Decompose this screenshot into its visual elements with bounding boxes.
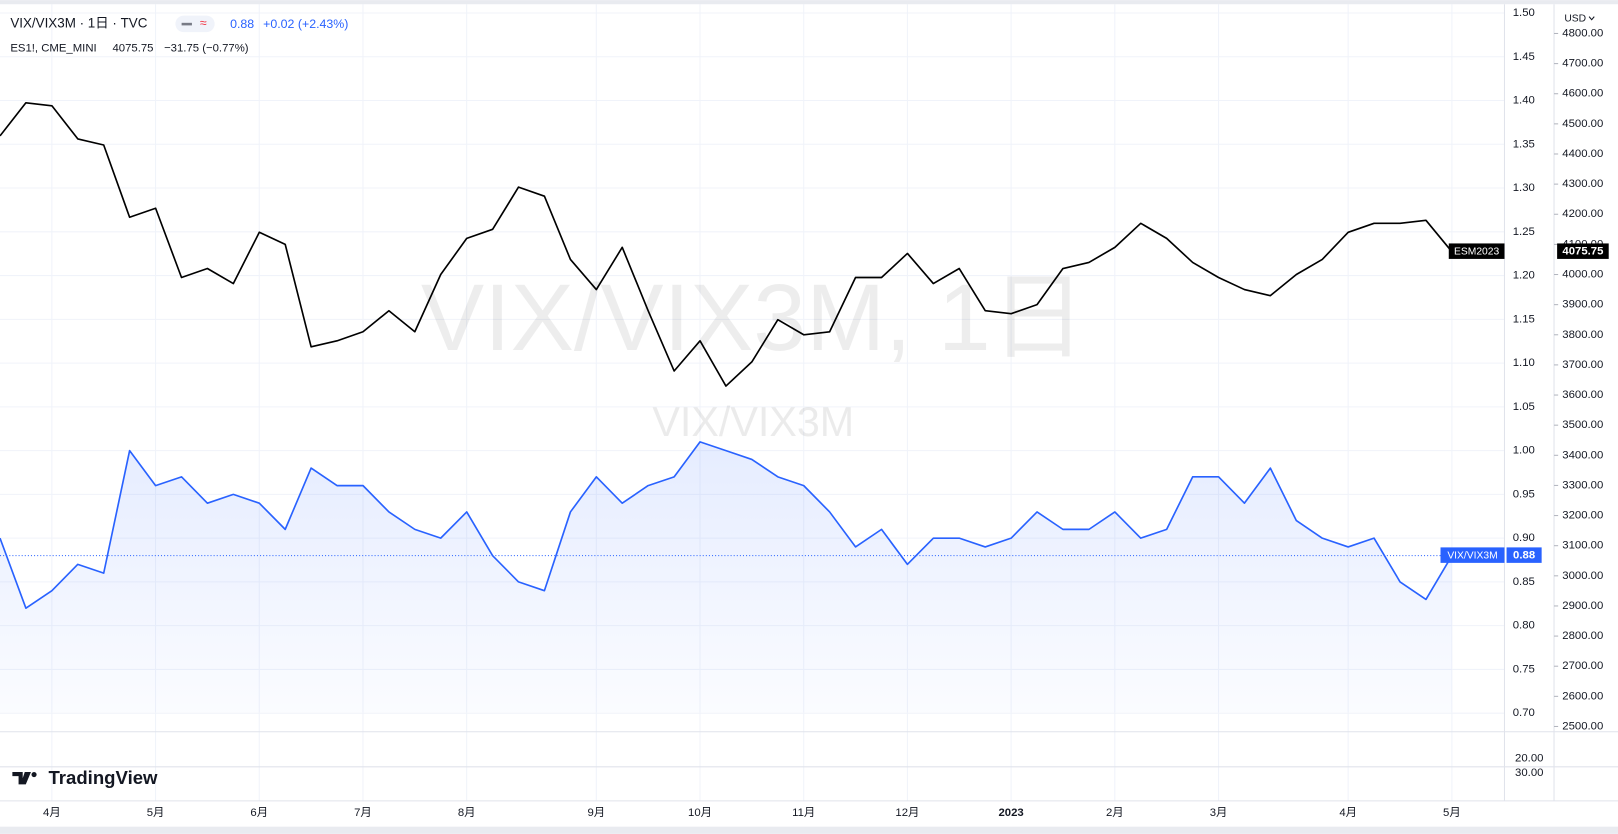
legend-toggle[interactable]: [175, 15, 215, 33]
y2-tick-label: 2600.00: [1562, 690, 1603, 702]
series-badge-label: VIX/VIX3M: [1447, 550, 1497, 561]
line: [0, 101, 1453, 387]
header-value: 0.88: [230, 17, 254, 31]
x-tick-label: 11月: [792, 807, 815, 819]
y2-tick-label: 3600.00: [1562, 389, 1603, 401]
chart-subtitle: ES1!, CME_MINI: [10, 43, 96, 55]
y-tick-label: 1.40: [1513, 95, 1535, 107]
y-tick-label: 1.50: [1513, 7, 1535, 19]
y2-tick-label: 3900.00: [1562, 299, 1603, 311]
top-border: [0, 0, 1618, 5]
x-tick-label: 8月: [458, 807, 476, 819]
chart-title: VIX/VIX3M · 1日 · TVC: [10, 15, 147, 30]
x-tick-label: 5月: [1443, 807, 1461, 819]
y2-tick-label: 4200.00: [1562, 208, 1603, 220]
x-tick-label: 6月: [250, 807, 268, 819]
header-value: 4075.75: [112, 43, 153, 55]
y2-tick-label: 3400.00: [1562, 449, 1603, 461]
price-badge: [1506, 547, 1542, 563]
y2-tick-label: 4500.00: [1562, 118, 1603, 130]
series-badge: [1448, 243, 1505, 259]
y2-tick-label: 3800.00: [1562, 329, 1603, 341]
price-badge-label: 0.88: [1513, 550, 1535, 562]
y-tick-label: 1.05: [1513, 401, 1535, 413]
y2-tick-label: 3100.00: [1562, 540, 1603, 552]
y-tick-label: 1.20: [1513, 270, 1535, 282]
y-tick-label: 1.45: [1513, 51, 1535, 63]
y2-tick-label: 2900.00: [1562, 600, 1603, 612]
y-tick-label: 0.90: [1513, 532, 1535, 544]
y-tick-label: 1.30: [1513, 182, 1535, 194]
y-tick-label: 0.70: [1513, 707, 1535, 719]
y2-tick-label: 3700.00: [1562, 359, 1603, 371]
y2-tick-label: 4300.00: [1562, 178, 1603, 190]
y2-tick-label: 2500.00: [1562, 720, 1603, 732]
logo-text: TradingView: [48, 767, 158, 788]
x-tick-label: 2023: [998, 807, 1023, 819]
x-tick-label: 4月: [1339, 807, 1357, 819]
x-tick-label: 12月: [895, 807, 919, 819]
y-tick-label: 0.80: [1513, 620, 1535, 632]
y2-tick-label: 3500.00: [1562, 419, 1603, 431]
series-badge: [1440, 547, 1505, 563]
y2-tick-label: 2700.00: [1562, 660, 1603, 672]
header-change: +0.02 (+2.43%): [263, 17, 348, 31]
logo: TradingView: [12, 767, 158, 788]
y-tick-label: 1.10: [1513, 357, 1535, 369]
bottom-border: [0, 826, 1618, 834]
lower-pane-label: 30.00: [1515, 767, 1543, 779]
y2-tick-label: 4800.00: [1562, 27, 1603, 39]
currency[interactable]: USD: [1564, 13, 1586, 24]
icon: [181, 22, 192, 26]
logo-mark: [12, 771, 31, 785]
x-tick-label: 4月: [43, 807, 61, 819]
y-tick-label: 0.75: [1513, 663, 1535, 675]
x-tick-label: 7月: [354, 807, 372, 819]
line: [0, 441, 1453, 610]
x-tick-label: 3月: [1210, 807, 1228, 819]
y2-tick-label: 3200.00: [1562, 510, 1603, 522]
watermark: VIX/VIX3M, 1日: [421, 265, 1086, 371]
watermark-sub: VIX/VIX3M: [652, 399, 854, 445]
y-tick-label: 1.25: [1513, 226, 1535, 238]
series-badge-label: ESM2023: [1454, 246, 1499, 257]
x-tick-label: 9月: [587, 807, 605, 819]
area: [0, 441, 1452, 713]
y2-tick-label: 3300.00: [1562, 479, 1603, 491]
y2-tick-label: 4700.00: [1562, 58, 1603, 70]
y2-tick-label: 4400.00: [1562, 148, 1603, 160]
y-tick-label: 1.00: [1513, 445, 1535, 457]
y-tick-label: 0.95: [1513, 488, 1535, 500]
y-tick-label: 0.85: [1513, 576, 1535, 588]
header-change: −31.75 (−0.77%): [164, 43, 249, 55]
y-tick-label: 1.15: [1513, 313, 1535, 325]
y2-tick-label: 3000.00: [1562, 570, 1603, 582]
lower-pane-label: 20.00: [1515, 753, 1543, 765]
x-tick-label: 10月: [688, 807, 712, 819]
icon: ≈: [200, 16, 207, 30]
y2-tick-label: 2800.00: [1562, 630, 1603, 642]
y2-tick-label: 4000.00: [1562, 269, 1603, 281]
y-tick-label: 1.35: [1513, 138, 1535, 150]
price-badge-label: 4075.75: [1562, 246, 1603, 258]
x-tick-label: 5月: [147, 807, 165, 819]
marks: [0, 101, 1505, 713]
price-badge: [1557, 243, 1609, 259]
icon: [1588, 16, 1595, 21]
x-tick-label: 2月: [1106, 807, 1124, 819]
y2-tick-label: 4600.00: [1562, 88, 1603, 100]
logo-mark: [31, 771, 37, 778]
